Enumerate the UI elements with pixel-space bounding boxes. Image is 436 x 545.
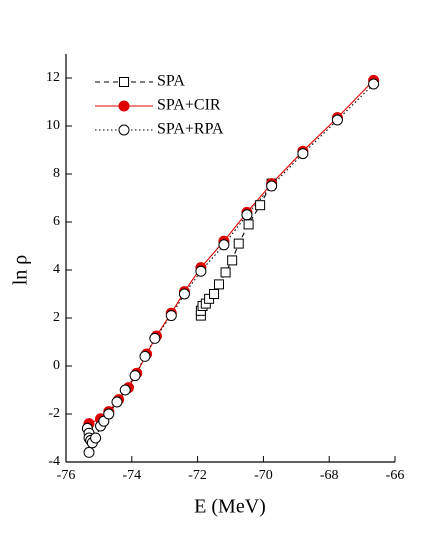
data-point	[149, 332, 161, 344]
data-point	[213, 279, 224, 290]
y-tick-label: 0	[53, 358, 60, 373]
y-tick-label: 2	[53, 310, 60, 325]
legend-marker	[119, 77, 129, 87]
x-tick-label: -66	[386, 468, 405, 483]
x-tick-label: -72	[188, 468, 207, 483]
data-point	[218, 239, 230, 251]
legend-marker	[118, 124, 130, 136]
legend-label: SPA+CIR	[157, 97, 221, 114]
y-tick-label: -4	[48, 454, 60, 469]
x-tick-label: -76	[57, 468, 76, 483]
x-tick-label: -70	[254, 468, 273, 483]
data-point	[129, 370, 141, 382]
x-tick-label: -68	[320, 468, 339, 483]
y-tick-label: 12	[46, 70, 60, 85]
data-point	[243, 219, 254, 230]
data-point	[178, 288, 190, 300]
data-point	[266, 180, 278, 192]
data-point	[233, 238, 244, 249]
data-point	[209, 289, 220, 299]
data-point	[195, 265, 207, 277]
y-tick-label: 4	[53, 262, 60, 277]
x-tick-label: -74	[122, 468, 141, 483]
x-axis-label: E (MeV)	[194, 496, 266, 518]
data-point	[368, 78, 380, 90]
data-point	[83, 446, 95, 458]
data-point	[331, 114, 343, 126]
data-point	[119, 384, 131, 396]
y-tick-label: 8	[53, 166, 60, 181]
legend-marker	[118, 100, 130, 112]
y-axis-label: ln ρ	[10, 255, 32, 286]
data-point	[165, 310, 177, 322]
data-point	[220, 267, 231, 278]
y-tick-label: 6	[53, 214, 60, 229]
data-point	[103, 408, 115, 420]
data-point	[297, 148, 309, 160]
data-point	[241, 209, 253, 221]
data-point	[90, 432, 102, 444]
data-point	[139, 350, 151, 362]
data-point	[227, 255, 238, 266]
y-tick-label: -2	[48, 406, 60, 421]
data-point	[255, 200, 266, 211]
legend-label: SPA	[157, 73, 185, 90]
legend-label: SPA+RPA	[157, 121, 224, 138]
y-tick-label: 10	[46, 118, 60, 133]
data-point	[111, 396, 123, 408]
